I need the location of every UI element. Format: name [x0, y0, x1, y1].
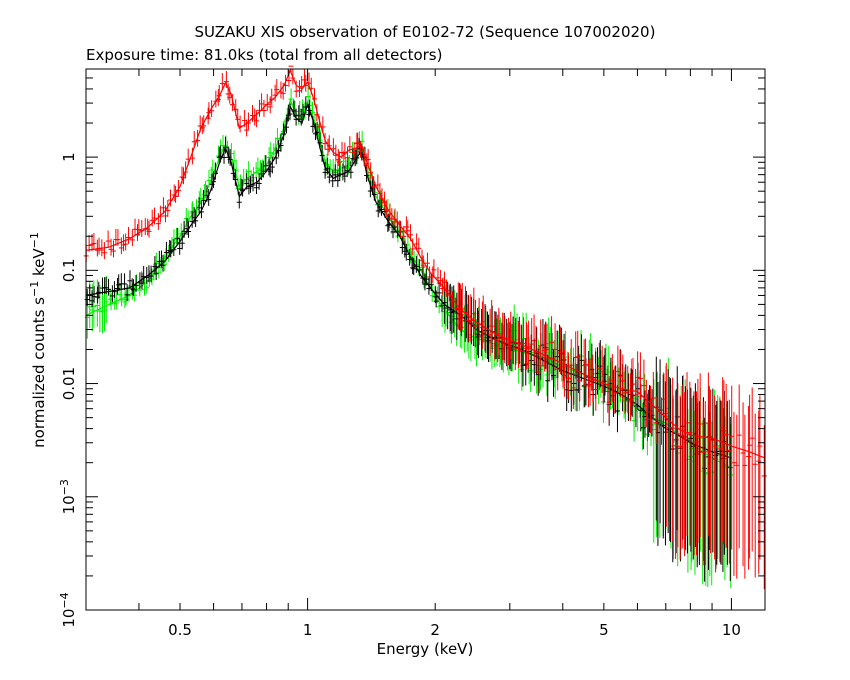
x-axis: 0.5 1 2 5 10 [85, 69, 741, 639]
chart-subtitle: Exposure time: 81.0ks (total from all de… [86, 46, 442, 64]
y-axis-label-mid: keV [30, 248, 48, 281]
y-tick-label: 10−3 [58, 479, 79, 514]
y-axis: 10−4 10−3 0.01 0.1 1 [58, 68, 765, 628]
y-tick-label: 10−4 [58, 592, 79, 627]
x-tick-label: 5 [599, 621, 609, 639]
x-tick-label: 10 [722, 621, 741, 639]
y-tick-label: 0.1 [60, 258, 78, 282]
x-axis-label: Energy (keV) [377, 640, 474, 658]
x-tick-label: 1 [303, 621, 313, 639]
y-axis-label-prefix: normalized counts s [30, 297, 48, 448]
y-tick-label: 0.01 [60, 367, 78, 400]
y-axis-label: normalized counts s−1 keV−1 [28, 232, 49, 448]
series-line [85, 69, 766, 459]
y-axis-label-exp1: −1 [28, 281, 41, 297]
series-layer [83, 65, 767, 590]
chart-title: SUZAKU XIS observation of E0102-72 (Sequ… [195, 23, 656, 41]
series-0 [83, 65, 767, 590]
plot-frame [85, 68, 766, 611]
x-tick-label: 2 [430, 621, 440, 639]
y-tick-label: 1 [60, 152, 78, 162]
y-axis-label-exp2: −1 [28, 232, 41, 248]
x-tick-label: 0.5 [168, 621, 192, 639]
